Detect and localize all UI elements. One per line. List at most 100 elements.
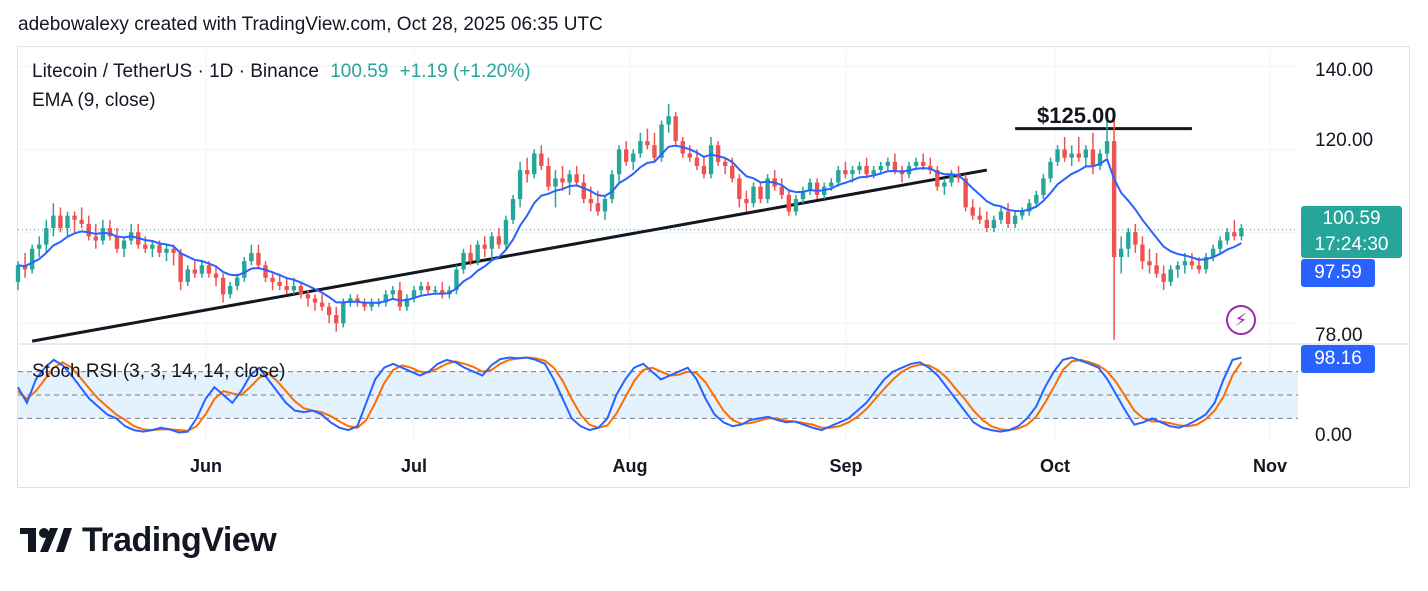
candle-body: [206, 265, 212, 274]
candle-body: [227, 286, 233, 295]
candle-body: [836, 170, 841, 183]
candle-body: [758, 186, 763, 200]
candle-body: [1203, 257, 1209, 270]
candle-body: [701, 165, 707, 175]
candle-body: [22, 265, 28, 270]
legend-change: +1.19 (+1.20%): [399, 61, 531, 82]
brand-name: TradingView: [82, 520, 277, 559]
candle-body: [312, 298, 318, 303]
candle-body: [984, 219, 990, 229]
candle-body: [404, 298, 410, 307]
candle-body: [305, 294, 311, 299]
candle-body: [362, 302, 367, 307]
candle-body: [786, 194, 792, 212]
candle-body: [503, 219, 509, 245]
candle-body: [616, 149, 622, 175]
price-axis-label: 140.00: [1315, 60, 1374, 81]
candle-body: [348, 298, 353, 303]
candle-body: [666, 116, 671, 125]
support-trendline: [31, 168, 988, 343]
candle-body: [58, 215, 63, 229]
price-axis-label: 120.00: [1315, 130, 1374, 151]
candle-body: [715, 145, 721, 162]
candle-body: [256, 252, 261, 266]
candle-body: [892, 161, 898, 171]
candle-body: [1104, 141, 1110, 154]
candle-body: [722, 161, 728, 166]
candle-body: [341, 302, 346, 324]
candle-body: [631, 153, 636, 162]
lightning-icon[interactable]: ⚡: [1226, 305, 1256, 335]
candle-body: [334, 315, 339, 324]
ema-indicator-label[interactable]: EMA (9, close): [32, 90, 156, 111]
candle-body: [878, 165, 883, 171]
candle-body: [1111, 141, 1117, 258]
candle-body: [694, 157, 700, 166]
month-label: Oct: [1039, 456, 1071, 476]
candle-body: [326, 306, 332, 316]
candle-body: [751, 186, 756, 204]
rsi-axis-label: 0.00: [1315, 425, 1352, 446]
candle-body: [1161, 273, 1166, 282]
candle-body: [93, 236, 98, 241]
candle-body: [1210, 248, 1216, 258]
candle-body: [213, 273, 219, 278]
candle-body: [1097, 153, 1103, 166]
candle-body: [595, 203, 601, 212]
candle-body: [1119, 248, 1124, 258]
month-label: Sep: [829, 456, 863, 476]
candle-body: [539, 153, 544, 166]
candle-body: [100, 228, 106, 241]
candle-body: [355, 298, 360, 303]
candle-body: [37, 244, 42, 249]
candle-body: [609, 174, 615, 200]
candle-body: [765, 178, 770, 200]
candle-body: [298, 286, 304, 295]
candle-body: [51, 215, 56, 229]
candle-body: [1239, 228, 1244, 237]
candle-body: [150, 244, 155, 249]
candle-body: [411, 290, 417, 299]
candle-body: [1005, 211, 1011, 224]
candle-body: [1225, 232, 1230, 241]
tradingview-logo[interactable]: TradingView: [20, 520, 277, 560]
candle-body: [235, 277, 240, 287]
month-label: Jul: [400, 456, 428, 476]
symbol-name[interactable]: Litecoin / TetherUS · 1D · Binance: [32, 61, 319, 82]
candle-body: [708, 145, 714, 175]
tradingview-mark-icon: [20, 528, 72, 552]
ema-value-tag: 97.59: [1301, 259, 1375, 287]
candle-body: [164, 248, 169, 253]
candle-body: [489, 236, 495, 249]
candle-body: [1012, 215, 1018, 224]
stoch-rsi-k-line: [17, 356, 1242, 434]
candle-body: [744, 199, 749, 204]
candle-body: [524, 170, 530, 175]
candle-body: [86, 223, 91, 237]
candle-body: [998, 211, 1004, 220]
candle-body: [1055, 149, 1060, 162]
candle-body: [482, 244, 487, 249]
candle-body: [942, 182, 947, 187]
bar-countdown: 17:24:30: [1314, 234, 1389, 255]
last-price-value: 100.59: [1322, 208, 1381, 229]
candle-body: [1140, 244, 1145, 262]
candle-body: [369, 302, 374, 307]
candle-body: [1175, 265, 1180, 270]
resistance-annotation[interactable]: $125.00: [1037, 103, 1117, 128]
candle-body: [588, 199, 594, 204]
stoch-rsi-indicator-label[interactable]: Stoch RSI (3, 3, 14, 14, close): [32, 361, 286, 382]
candle-body: [433, 290, 438, 292]
candle-body: [645, 141, 650, 146]
candle-body: [1083, 149, 1089, 158]
candle-body: [1048, 161, 1053, 179]
candle-body: [1069, 153, 1074, 158]
candle-body: [1133, 232, 1138, 245]
candle-body: [1218, 240, 1223, 249]
candle-body: [1027, 203, 1032, 212]
candle-body: [65, 215, 70, 229]
month-label: Aug: [612, 456, 648, 476]
candle-body: [15, 265, 21, 282]
candle-body: [567, 174, 572, 183]
